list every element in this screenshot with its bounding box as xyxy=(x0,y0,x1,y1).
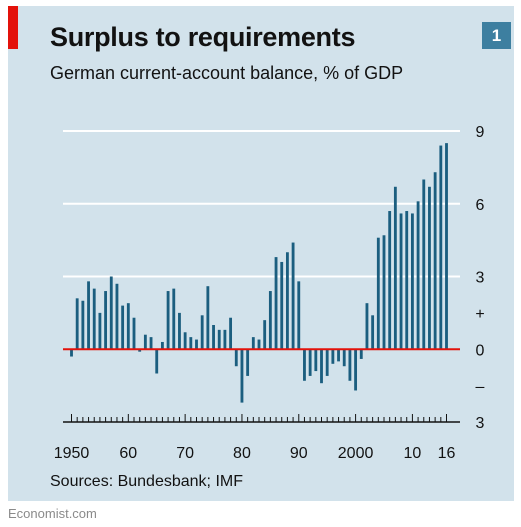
chart-subtitle: German current-account balance, % of GDP xyxy=(50,63,404,83)
tick-labels: 9 6 3 +0 – 3 1950 60 70 80 90 2000 10 16 xyxy=(54,124,485,462)
x-tick-label: 90 xyxy=(290,445,308,462)
bar xyxy=(428,186,431,350)
bar xyxy=(371,315,375,350)
bar xyxy=(75,298,79,350)
bar xyxy=(246,349,250,376)
bar xyxy=(217,329,221,350)
y-tick-label: 9 xyxy=(476,124,485,141)
bar xyxy=(87,281,90,350)
bar xyxy=(274,257,278,350)
chart-panel: Surplus to requirements German current-a… xyxy=(8,6,514,501)
bars xyxy=(70,143,448,403)
publisher-credit: Economist.com xyxy=(8,506,97,521)
bar xyxy=(399,213,403,350)
bar xyxy=(223,329,227,350)
bar xyxy=(104,291,108,350)
source-note: Sources: Bundesbank; IMF xyxy=(50,473,243,490)
bar-chart: 9 6 3 +0 – 3 1950 60 70 80 90 2000 10 16 xyxy=(54,124,485,462)
bar xyxy=(229,317,233,350)
bar xyxy=(342,349,346,367)
bar xyxy=(354,349,358,391)
red-accent-tab xyxy=(8,6,18,49)
bar xyxy=(331,349,335,364)
bar xyxy=(416,201,420,350)
bar xyxy=(98,312,102,350)
bar xyxy=(178,312,181,350)
bar xyxy=(200,315,204,350)
bar xyxy=(393,186,397,350)
bar xyxy=(195,339,198,350)
bar xyxy=(149,337,153,350)
bar xyxy=(251,337,255,350)
bar xyxy=(166,291,170,350)
bar xyxy=(433,172,437,350)
bar xyxy=(405,211,409,350)
bar xyxy=(303,349,306,381)
bar xyxy=(132,317,136,350)
bar xyxy=(445,143,448,350)
chart-title: Surplus to requirements xyxy=(50,22,356,52)
y-tick-label: 3 xyxy=(476,415,485,432)
y-tick-label: + xyxy=(475,306,484,323)
bar xyxy=(439,145,443,350)
bar xyxy=(234,349,238,367)
bar xyxy=(376,237,380,350)
bar xyxy=(189,337,193,350)
y-tick-label: 6 xyxy=(476,197,485,214)
bar xyxy=(143,334,147,350)
bar xyxy=(337,349,340,362)
bar xyxy=(314,349,318,372)
bar xyxy=(138,349,142,352)
bar xyxy=(92,288,96,350)
bar xyxy=(388,211,392,350)
bar xyxy=(365,303,369,350)
bar xyxy=(126,303,130,350)
bar xyxy=(240,349,244,403)
x-tick-label: 60 xyxy=(119,445,137,462)
bar xyxy=(263,320,267,350)
bar xyxy=(160,341,164,350)
x-tick-label: 2000 xyxy=(338,445,374,462)
bar xyxy=(297,281,301,350)
bar xyxy=(348,349,352,381)
bar xyxy=(291,242,295,350)
x-axis xyxy=(63,348,460,423)
bar xyxy=(308,349,312,376)
bar xyxy=(81,300,85,350)
bar xyxy=(183,332,187,350)
bar xyxy=(422,179,426,350)
y-tick-label: – xyxy=(476,379,485,396)
x-tick-label: 16 xyxy=(438,445,456,462)
y-tick-label: 3 xyxy=(476,270,485,287)
bar xyxy=(325,349,329,376)
bar xyxy=(212,325,215,350)
x-tick-label: 70 xyxy=(176,445,194,462)
bar xyxy=(359,349,363,359)
bar xyxy=(257,339,261,350)
bar xyxy=(410,213,414,350)
x-tick-label: 1950 xyxy=(54,445,90,462)
x-tick-label: 10 xyxy=(404,445,422,462)
bar xyxy=(172,288,176,350)
bar xyxy=(109,276,113,350)
bar xyxy=(115,283,119,350)
bar xyxy=(70,349,73,357)
bar xyxy=(121,305,125,350)
bar xyxy=(320,349,323,384)
bar xyxy=(206,286,210,350)
x-tick-label: 80 xyxy=(233,445,251,462)
chart-number-badge: 1 xyxy=(482,22,511,49)
bar xyxy=(280,261,284,350)
bar xyxy=(155,349,159,374)
bar xyxy=(382,235,386,350)
y-tick-label: 0 xyxy=(476,342,485,359)
bar xyxy=(268,291,272,350)
bar xyxy=(285,252,289,350)
gridlines xyxy=(63,130,460,278)
